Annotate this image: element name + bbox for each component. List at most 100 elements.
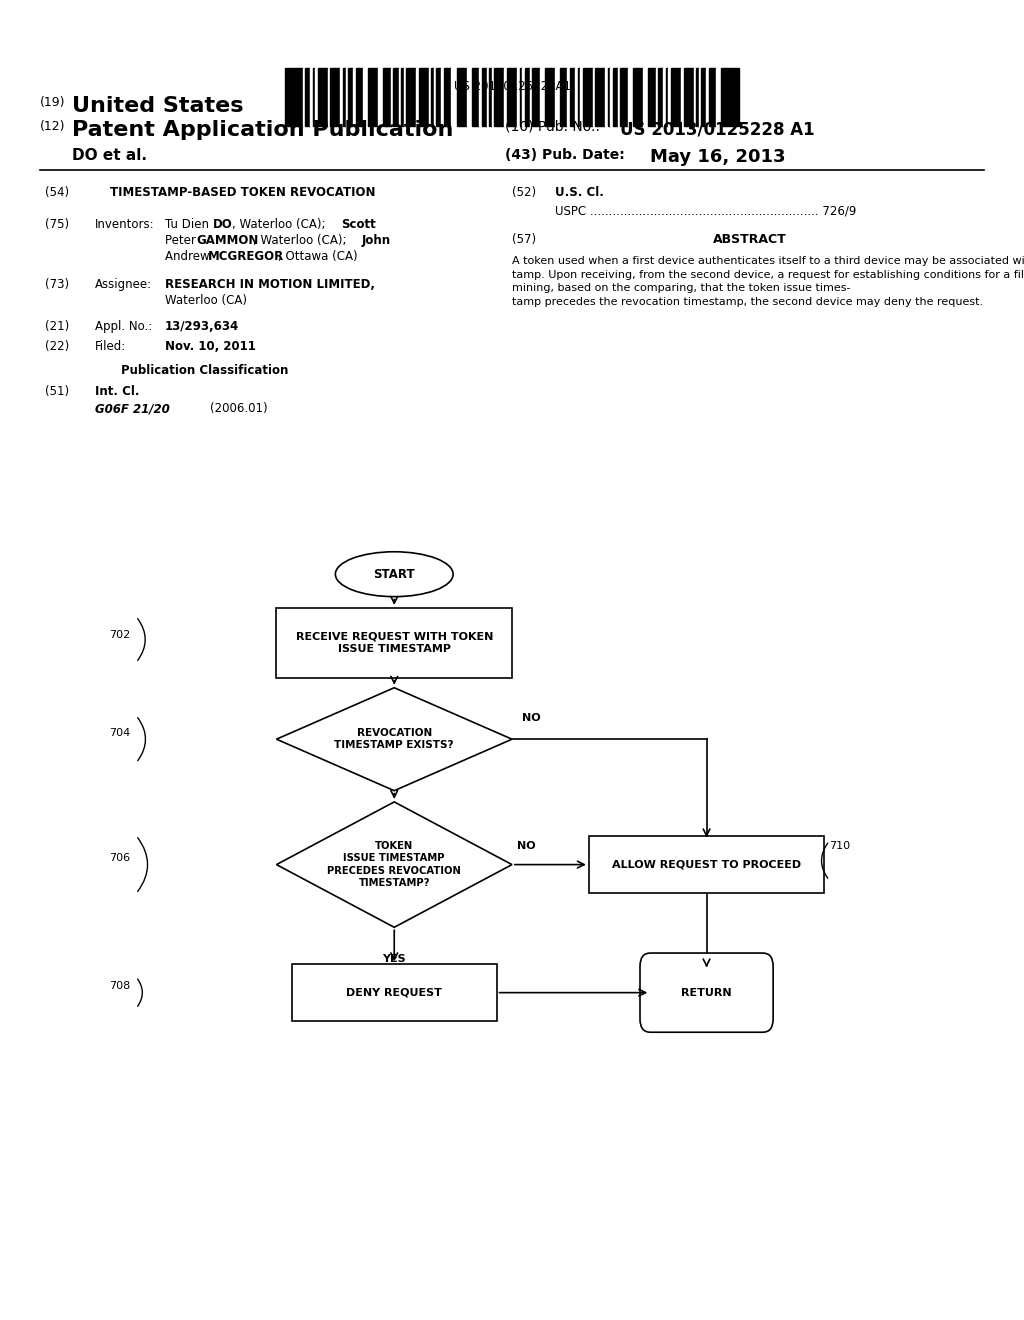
Bar bbox=[610, 69, 613, 125]
Bar bbox=[429, 69, 431, 125]
Bar bbox=[434, 69, 436, 125]
Text: RESEARCH IN MOTION LIMITED,: RESEARCH IN MOTION LIMITED, bbox=[165, 279, 375, 290]
Bar bbox=[688, 69, 691, 125]
Text: Tu Dien: Tu Dien bbox=[165, 218, 213, 231]
Text: 704: 704 bbox=[109, 727, 130, 738]
Bar bbox=[621, 69, 623, 125]
Bar bbox=[424, 69, 426, 125]
Bar bbox=[396, 69, 398, 125]
Bar bbox=[701, 69, 703, 125]
Bar bbox=[388, 69, 391, 125]
Text: Inventors:: Inventors: bbox=[95, 218, 155, 231]
Text: (73): (73) bbox=[45, 279, 70, 290]
Bar bbox=[403, 69, 407, 125]
Bar bbox=[543, 69, 545, 125]
Bar bbox=[648, 69, 650, 125]
Text: 708: 708 bbox=[109, 981, 130, 991]
Bar bbox=[378, 69, 381, 125]
Bar bbox=[366, 69, 369, 125]
Bar bbox=[696, 69, 698, 125]
Text: MCGREGOR: MCGREGOR bbox=[208, 249, 285, 263]
Bar bbox=[383, 69, 386, 125]
Text: United States: United States bbox=[72, 96, 244, 116]
Bar bbox=[323, 69, 326, 125]
Text: Patent Application Publication: Patent Application Publication bbox=[72, 120, 454, 140]
Bar bbox=[729, 69, 731, 125]
Bar bbox=[532, 69, 535, 125]
Bar bbox=[514, 69, 517, 125]
Text: USPC ............................................................. 726/9: USPC ...................................… bbox=[555, 205, 856, 216]
Text: (22): (22) bbox=[45, 341, 70, 352]
Bar bbox=[411, 69, 414, 125]
Bar bbox=[276, 607, 512, 678]
Bar bbox=[562, 69, 565, 125]
Bar bbox=[623, 69, 626, 125]
Bar bbox=[519, 69, 522, 125]
Text: RETURN: RETURN bbox=[681, 987, 732, 998]
Text: (2006.01): (2006.01) bbox=[210, 403, 267, 414]
Bar bbox=[585, 69, 588, 125]
Bar bbox=[681, 69, 683, 125]
Text: G06F 21/20: G06F 21/20 bbox=[95, 403, 170, 414]
Bar bbox=[726, 69, 729, 125]
Bar bbox=[736, 69, 739, 125]
Bar bbox=[703, 69, 707, 125]
Bar bbox=[293, 69, 295, 125]
Bar bbox=[693, 69, 696, 125]
Text: Publication Classification: Publication Classification bbox=[121, 364, 289, 378]
Bar bbox=[698, 69, 701, 125]
Bar bbox=[360, 69, 364, 125]
Bar bbox=[486, 69, 489, 125]
Bar bbox=[633, 69, 636, 125]
Text: US 2013/0125228 A1: US 2013/0125228 A1 bbox=[620, 120, 815, 139]
Bar bbox=[522, 69, 524, 125]
Bar bbox=[477, 69, 479, 125]
Bar bbox=[500, 69, 502, 125]
Bar bbox=[595, 69, 598, 125]
Text: U.S. Cl.: U.S. Cl. bbox=[555, 186, 604, 199]
Text: NO: NO bbox=[517, 841, 536, 851]
Bar bbox=[570, 69, 572, 125]
Text: 710: 710 bbox=[829, 841, 851, 851]
Text: START: START bbox=[374, 568, 415, 581]
Bar bbox=[326, 69, 328, 125]
Bar bbox=[353, 69, 355, 125]
Bar bbox=[717, 69, 719, 125]
Bar bbox=[721, 69, 724, 125]
Text: , Ottawa (CA): , Ottawa (CA) bbox=[278, 249, 357, 263]
Bar bbox=[449, 69, 452, 125]
Bar bbox=[581, 69, 583, 125]
Text: (10) Pub. No.:: (10) Pub. No.: bbox=[505, 120, 600, 135]
Bar bbox=[307, 69, 310, 125]
Bar bbox=[374, 69, 376, 125]
Bar bbox=[719, 69, 721, 125]
Bar bbox=[298, 69, 300, 125]
Bar bbox=[550, 69, 552, 125]
Text: ABSTRACT: ABSTRACT bbox=[713, 234, 786, 246]
Bar bbox=[674, 69, 676, 125]
Bar bbox=[608, 69, 610, 125]
Bar bbox=[626, 69, 628, 125]
Bar bbox=[414, 69, 416, 125]
Bar bbox=[479, 69, 481, 125]
Text: US 20130125228A1: US 20130125228A1 bbox=[454, 81, 570, 92]
Bar bbox=[538, 69, 540, 125]
Bar bbox=[578, 69, 581, 125]
Bar bbox=[660, 69, 664, 125]
Bar bbox=[341, 69, 343, 125]
Text: TIMESTAMP-BASED TOKEN REVOCATION: TIMESTAMP-BASED TOKEN REVOCATION bbox=[110, 186, 376, 199]
Bar bbox=[419, 69, 421, 125]
Text: , Waterloo (CA);: , Waterloo (CA); bbox=[253, 234, 350, 247]
Text: (57): (57) bbox=[512, 234, 537, 246]
Bar bbox=[565, 69, 567, 125]
Bar bbox=[638, 69, 641, 125]
Text: GAMMON: GAMMON bbox=[196, 234, 258, 247]
Bar bbox=[545, 69, 547, 125]
Bar bbox=[407, 69, 409, 125]
Bar bbox=[369, 69, 371, 125]
Bar bbox=[527, 69, 529, 125]
Bar bbox=[617, 69, 621, 125]
Text: Waterloo (CA): Waterloo (CA) bbox=[165, 294, 247, 308]
Bar bbox=[671, 69, 674, 125]
Bar bbox=[512, 69, 514, 125]
